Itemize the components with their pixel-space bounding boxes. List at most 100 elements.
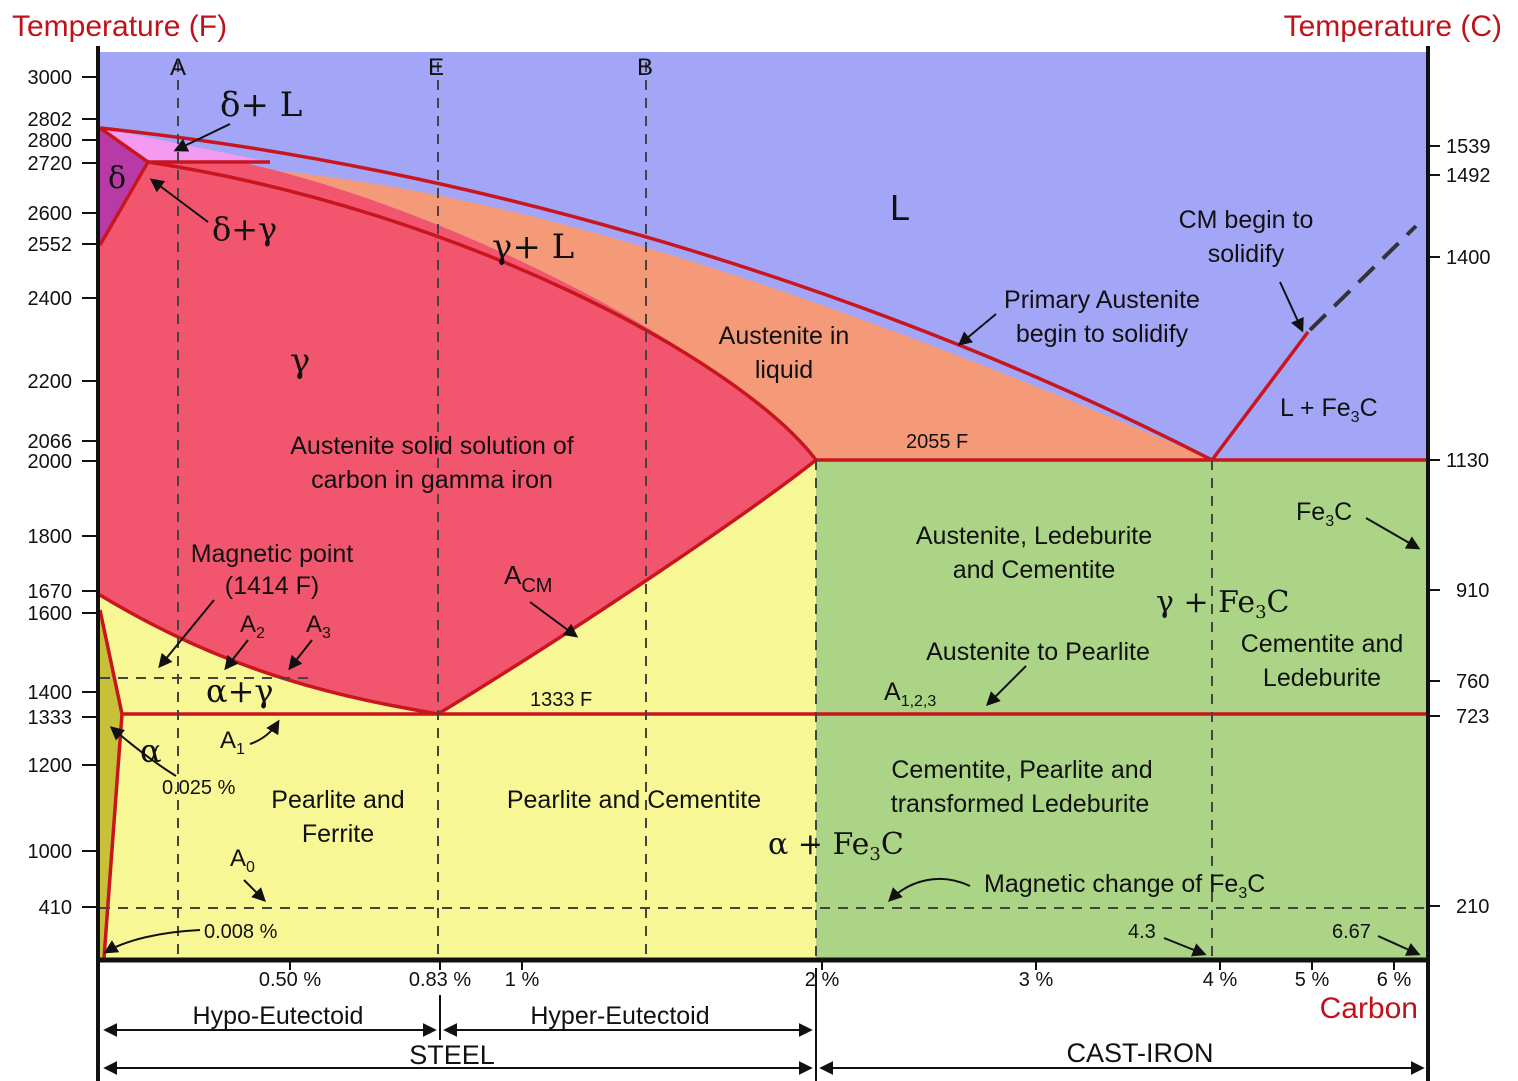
green-region bbox=[816, 460, 1426, 960]
solidus-line bbox=[147, 160, 818, 462]
arrow-a1 bbox=[249, 719, 280, 745]
left-tick-label: 2000 bbox=[28, 451, 73, 473]
bottom-tick-label: 0.50 % bbox=[259, 969, 321, 991]
bottom-tick-label: 1 % bbox=[505, 969, 540, 991]
gamma-fe3c-label: γ + Fe3C bbox=[1156, 585, 1290, 623]
left-tick-label: 2600 bbox=[28, 203, 73, 225]
pct-43-label: 4.3 bbox=[1128, 921, 1156, 943]
ref-label-a: A bbox=[170, 54, 186, 81]
delta-region bbox=[100, 128, 148, 245]
arrow-667 bbox=[1377, 935, 1421, 956]
liquidus-line bbox=[99, 126, 1213, 462]
cementite-pearlite-label-1: Cementite, Pearlite and bbox=[891, 756, 1152, 784]
range-brackets bbox=[103, 968, 1425, 1081]
right-tick-label: 760 bbox=[1456, 671, 1489, 693]
arrow-a0 bbox=[243, 879, 266, 902]
gamma-l-region bbox=[148, 162, 1212, 460]
right-tick-label: 210 bbox=[1456, 896, 1489, 918]
right-tick-marks bbox=[1428, 145, 1440, 907]
primary-austenite-label-1: Primary Austenite bbox=[1004, 286, 1200, 314]
alpha-fe3c-end: C bbox=[881, 827, 904, 862]
a1-sub: 1 bbox=[236, 741, 245, 758]
magnetic-change-label: Magnetic change of Fe3C bbox=[984, 870, 1265, 902]
austenite-solid-label-1: Austenite solid solution of bbox=[290, 432, 574, 460]
hyper-eutectoid-label: Hyper-Eutectoid bbox=[530, 1002, 709, 1030]
left-tick-label: 2400 bbox=[28, 288, 73, 310]
arrow-primary-austenite bbox=[957, 313, 997, 346]
arrow-magnetic-change bbox=[888, 878, 971, 902]
arrow-fe3c bbox=[1365, 517, 1421, 550]
arrow-43 bbox=[1163, 937, 1207, 957]
a2-label: A2 bbox=[240, 611, 265, 642]
left-tick-marks bbox=[82, 76, 98, 908]
fe3c-label: Fe3C bbox=[1296, 498, 1352, 530]
austenite-ledeburite-label-2: and Cementite bbox=[953, 556, 1116, 584]
austenite-ledeburite-label-1: Austenite, Ledeburite bbox=[916, 522, 1152, 550]
right-tick-label: 1400 bbox=[1446, 247, 1491, 269]
left-tick-label: 1670 bbox=[28, 581, 73, 603]
left-tick-label: 1000 bbox=[28, 841, 73, 863]
delta-label: δ bbox=[108, 161, 126, 196]
ref-label-b: B bbox=[637, 54, 653, 81]
pearlite-ferrite-label-2: Ferrite bbox=[302, 820, 374, 848]
gamma-region bbox=[100, 162, 816, 714]
a0-label: A0 bbox=[230, 845, 255, 876]
left-tick-label: 1600 bbox=[28, 603, 73, 625]
gamma-label: γ bbox=[290, 341, 310, 381]
arrow-delta-gamma bbox=[149, 178, 209, 223]
a3-text: A bbox=[306, 611, 322, 638]
acm-line bbox=[437, 458, 818, 716]
arrow-0025 bbox=[109, 726, 177, 777]
right-tick-label: 910 bbox=[1456, 580, 1489, 602]
bottom-tick-label: 4 % bbox=[1203, 969, 1238, 991]
l-fe3c-text: L + Fe bbox=[1280, 394, 1351, 422]
cm-begin-label-1: CM begin to bbox=[1179, 206, 1314, 234]
alpha-fe3c-text: α + Fe bbox=[768, 827, 869, 862]
pct-667-label: 6.67 bbox=[1332, 921, 1371, 943]
alpha-fe3c-label: α + Fe3C bbox=[768, 827, 904, 865]
right-axis-title: Temperature (C) bbox=[1284, 10, 1502, 43]
left-tick-label: 1800 bbox=[28, 526, 73, 548]
left-tick-label: 2800 bbox=[28, 130, 73, 152]
bottom-tick-label: 6 % bbox=[1377, 969, 1412, 991]
delta-gamma-label: δ+γ bbox=[212, 210, 277, 248]
primary-austenite-label-2: begin to solidify bbox=[1016, 320, 1189, 348]
right-tick-labels: 1539 1492 1400 1130 910 760 723 210 bbox=[1446, 136, 1491, 918]
gamma-fe3c-text: γ + Fe bbox=[1156, 585, 1255, 620]
acm-sub: CM bbox=[521, 575, 552, 597]
pearlite-ferrite-label-1: Pearlite and bbox=[271, 786, 404, 814]
bottom-axis-title: Carbon bbox=[1320, 992, 1418, 1025]
bottom-tick-marks bbox=[289, 960, 1395, 970]
left-tick-label: 1333 bbox=[28, 707, 73, 729]
left-tick-label: 2552 bbox=[28, 234, 73, 256]
fe3c-text: Fe bbox=[1296, 498, 1325, 526]
axes bbox=[96, 46, 1430, 1081]
fe3c-end: C bbox=[1334, 498, 1352, 526]
cementite-ledeburite-label-1: Cementite and bbox=[1241, 630, 1404, 658]
left-tick-label: 1200 bbox=[28, 755, 73, 777]
temp-2055-label: 2055 F bbox=[906, 431, 968, 453]
acm-label: ACM bbox=[504, 560, 552, 597]
austenite-liquid-label-1: Austenite in bbox=[719, 322, 850, 350]
gamma-fe3c-end: C bbox=[1267, 585, 1290, 620]
gamma-fe3c-sub: 3 bbox=[1255, 602, 1266, 623]
a3-sub: 3 bbox=[322, 625, 331, 642]
pct-0025-label: 0.025 % bbox=[162, 777, 236, 799]
gamma-l-label: γ+ L bbox=[492, 227, 574, 267]
left-tick-label: 3000 bbox=[28, 67, 73, 89]
bottom-tick-label: 3 % bbox=[1019, 969, 1054, 991]
magnetic-change-end: C bbox=[1247, 870, 1265, 898]
dashed-guides bbox=[100, 62, 1426, 958]
cm-liquidus-line bbox=[1210, 330, 1310, 462]
arrow-delta-l bbox=[173, 123, 231, 152]
left-tick-label: 2066 bbox=[28, 431, 73, 453]
arrow-a3 bbox=[288, 639, 313, 671]
ref-label-e: E bbox=[428, 54, 444, 81]
phase-boundaries bbox=[98, 126, 1426, 959]
l-fe3c-label: L + Fe3C bbox=[1280, 394, 1378, 426]
steel-label: STEEL bbox=[409, 1040, 495, 1070]
liquid-label: L bbox=[890, 187, 910, 228]
austenite-solid-label-2: carbon in gamma iron bbox=[311, 466, 553, 494]
arrow-a2 bbox=[224, 639, 249, 671]
